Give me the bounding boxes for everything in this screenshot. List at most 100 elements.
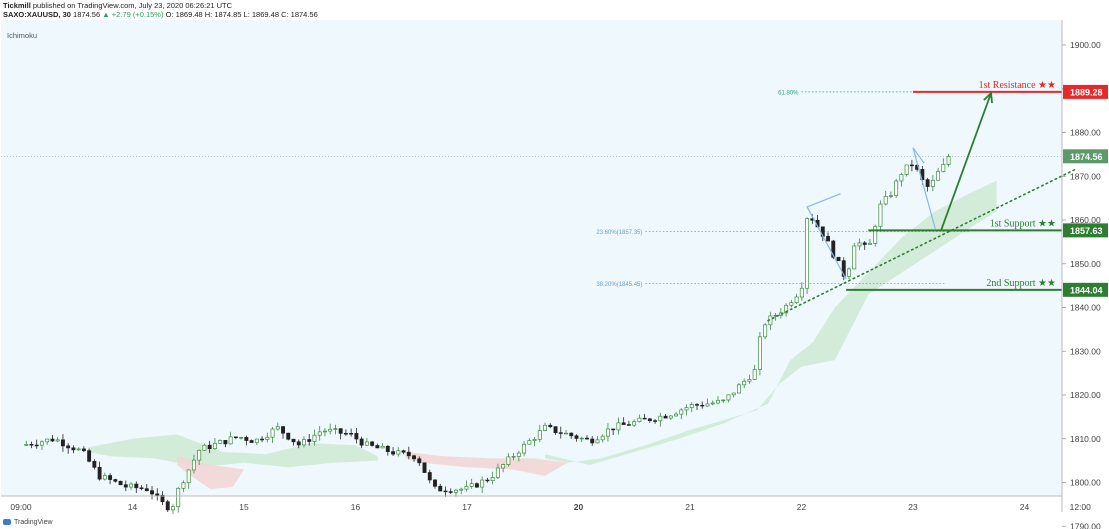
candle-body[interactable] [595, 439, 600, 444]
candle-body[interactable] [726, 394, 731, 401]
candle-body[interactable] [438, 485, 443, 492]
candle-body[interactable] [359, 438, 364, 446]
candle-body[interactable] [747, 379, 752, 382]
candle-body[interactable] [873, 226, 878, 244]
candle-body[interactable] [888, 195, 893, 197]
candle-body[interactable] [186, 469, 191, 484]
candle-body[interactable] [92, 460, 97, 468]
candle-body[interactable] [469, 483, 474, 487]
candle-body[interactable] [642, 417, 647, 420]
candle-body[interactable] [695, 404, 699, 406]
candle-body[interactable] [862, 242, 867, 245]
candle-body[interactable] [805, 218, 810, 289]
candle-body[interactable] [312, 434, 317, 442]
candle-body[interactable] [632, 421, 637, 426]
candle-body[interactable] [239, 436, 244, 439]
candle-body[interactable] [422, 462, 427, 473]
candle-body[interactable] [118, 480, 123, 486]
candle-body[interactable] [616, 422, 621, 431]
candle-body[interactable] [254, 438, 259, 443]
candle-body[interactable] [123, 484, 128, 488]
candle-body[interactable] [317, 431, 322, 436]
candle-body[interactable] [71, 447, 76, 451]
candle-body[interactable] [941, 164, 946, 172]
candle-body[interactable] [364, 441, 369, 446]
candle-body[interactable] [831, 240, 836, 258]
candle-body[interactable] [97, 466, 102, 480]
candle-body[interactable] [731, 392, 736, 396]
candle-body[interactable] [946, 156, 951, 165]
candle-body[interactable] [349, 433, 354, 435]
candle-body[interactable] [181, 482, 186, 489]
candle-body[interactable] [663, 415, 668, 419]
candle-body[interactable] [684, 407, 689, 411]
candle-body[interactable] [29, 444, 34, 446]
candle-body[interactable] [794, 296, 799, 303]
candle-body[interactable] [191, 459, 196, 471]
candle-body[interactable] [925, 179, 930, 187]
candle-body[interactable] [857, 242, 862, 247]
candle-body[interactable] [218, 440, 223, 444]
candle-body[interactable] [275, 426, 280, 430]
candle-body[interactable] [113, 479, 118, 482]
candle-body[interactable] [543, 424, 548, 431]
candle-body[interactable] [50, 438, 55, 442]
candle-body[interactable] [228, 436, 233, 445]
candle-body[interactable] [160, 494, 165, 503]
candle-body[interactable] [385, 445, 390, 452]
candle-body[interactable] [480, 479, 485, 488]
candle-body[interactable] [260, 438, 265, 441]
candle-body[interactable] [391, 451, 396, 455]
candle-body[interactable] [752, 369, 757, 380]
candle-body[interactable] [784, 304, 789, 314]
candle-body[interactable] [60, 439, 65, 447]
candle-body[interactable] [354, 433, 359, 440]
candle-body[interactable] [244, 436, 249, 441]
candle-body[interactable] [516, 452, 521, 457]
candle-body[interactable] [569, 432, 574, 437]
candle-body[interactable] [679, 409, 684, 415]
candle-body[interactable] [417, 458, 422, 464]
candle-body[interactable] [590, 438, 595, 444]
candle-body[interactable] [799, 287, 804, 298]
candle-body[interactable] [674, 413, 679, 417]
candle-body[interactable] [464, 486, 469, 490]
candle-body[interactable] [868, 242, 872, 245]
candle-body[interactable] [134, 483, 139, 489]
candle-body[interactable] [459, 488, 464, 491]
candle-body[interactable] [433, 479, 437, 487]
candle-body[interactable] [108, 475, 113, 480]
candle-body[interactable] [380, 445, 385, 449]
candle-body[interactable] [396, 450, 401, 455]
candle-body[interactable] [448, 491, 453, 493]
candle-body[interactable] [878, 203, 883, 227]
candle-body[interactable] [553, 426, 558, 434]
candle-body[interactable] [322, 430, 327, 433]
candle-body[interactable] [789, 302, 794, 306]
candle-body[interactable] [763, 324, 768, 338]
candle-body[interactable] [34, 444, 39, 447]
candle-body[interactable] [265, 436, 270, 440]
candle-body[interactable] [548, 424, 553, 427]
candle-body[interactable] [338, 428, 343, 434]
candle-body[interactable] [653, 420, 658, 422]
candle-body[interactable] [197, 449, 202, 461]
candle-body[interactable] [286, 432, 291, 440]
candle-body[interactable] [150, 490, 154, 495]
candle-body[interactable] [716, 399, 720, 404]
candle-body[interactable] [585, 437, 589, 440]
candle-body[interactable] [443, 490, 448, 493]
candle-body[interactable] [522, 443, 527, 454]
candle-body[interactable] [605, 428, 610, 437]
candle-body[interactable] [139, 487, 144, 490]
candle-body[interactable] [485, 479, 490, 482]
candle-body[interactable] [611, 428, 616, 431]
candle-body[interactable] [574, 435, 579, 439]
candle-body[interactable] [296, 441, 301, 446]
candle-body[interactable] [564, 432, 568, 435]
candle-body[interactable] [81, 448, 86, 452]
candle-body[interactable] [836, 256, 841, 262]
candle-body[interactable] [511, 456, 516, 458]
candle-body[interactable] [40, 441, 44, 446]
